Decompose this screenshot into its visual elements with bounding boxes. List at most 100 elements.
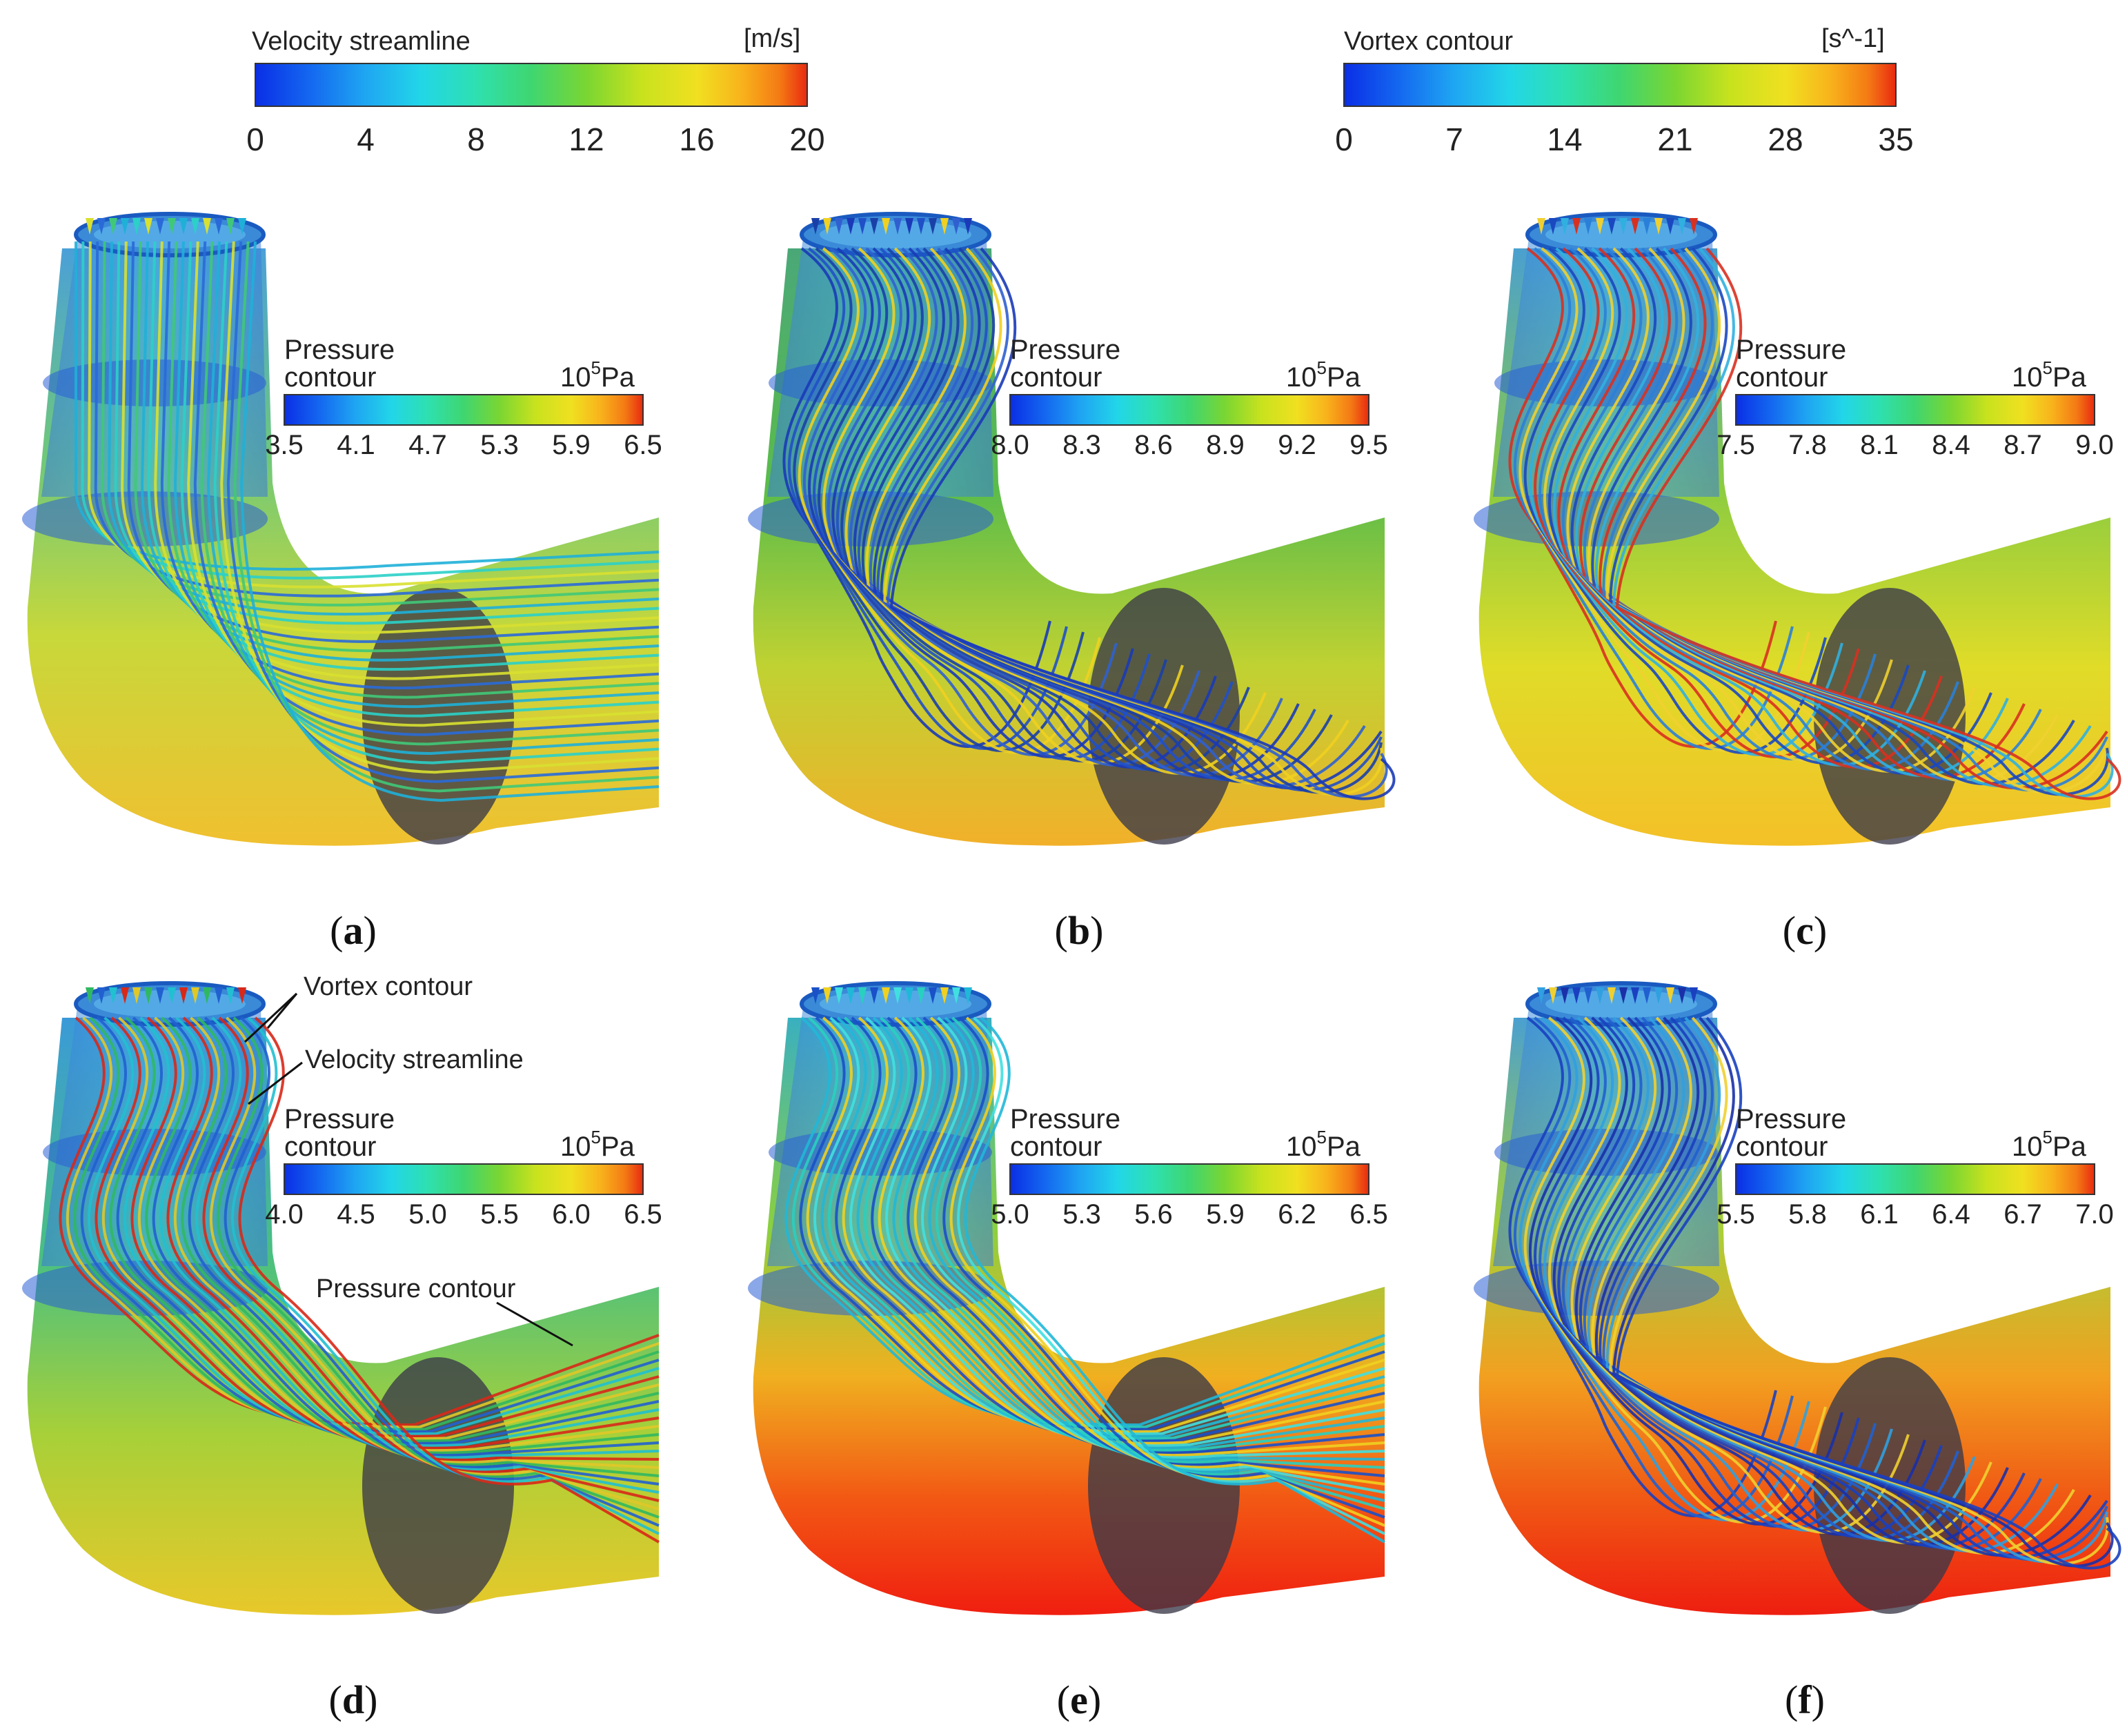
- velocity-arrow: [1596, 218, 1604, 235]
- pressure-tick-label: 9.2: [1278, 430, 1316, 460]
- velocity-arrow: [1666, 218, 1674, 235]
- pressure-tick-label: 8.4: [1932, 430, 1970, 460]
- velocity-arrow: [917, 218, 925, 235]
- velocity-arrow: [952, 987, 960, 1004]
- pressure-tick-label: 5.9: [1206, 1199, 1245, 1230]
- colorbar-tick-label: 16: [679, 121, 714, 157]
- streamline: [238, 1016, 660, 1543]
- velocity-arrow: [847, 987, 855, 1004]
- velocity-arrow: [1607, 987, 1616, 1004]
- pressure-tick-label: 4.5: [337, 1199, 375, 1230]
- vortex-legend-ticks: 0 7 14 21 28 35: [1335, 121, 1913, 157]
- streamline: [1615, 1016, 2121, 1570]
- pressure-legend-unit: 105Pa: [1286, 357, 1361, 393]
- pressure-legend-title: Pressure: [284, 335, 395, 365]
- pressure-tick-label: 6.5: [624, 430, 662, 460]
- velocity-legend-unit: [m/s]: [744, 24, 800, 53]
- velocity-arrow: [132, 218, 141, 235]
- cross-section-upper: [43, 359, 266, 406]
- pressure-tick-label: 6.0: [552, 1199, 591, 1230]
- streamline: [239, 241, 660, 802]
- colorbar-tick-label: 21: [1657, 121, 1692, 157]
- pressure-tick-label: 7.5: [1717, 430, 1755, 460]
- velocity-arrow: [86, 987, 94, 1004]
- velocity-arrow: [1584, 987, 1592, 1004]
- colorbar-tick-label: 14: [1547, 121, 1582, 157]
- vortex-legend: Vortex contour [s^-1] 0 7 14 21 28 35: [1335, 24, 1913, 157]
- velocity-arrow: [940, 987, 949, 1004]
- pressure-legend-subtitle: contour: [1010, 362, 1102, 393]
- pressure-tick-label: 7.8: [1788, 430, 1827, 460]
- velocity-arrow: [191, 218, 199, 235]
- velocity-arrow: [1537, 987, 1545, 1004]
- pressure-colorbar: [1009, 1163, 1369, 1195]
- velocity-arrow: [1666, 987, 1674, 1004]
- cross-section-upper: [769, 1129, 992, 1176]
- velocity-arrow: [835, 987, 843, 1004]
- pressure-tick-label: 5.3: [480, 430, 519, 460]
- annotation-leader-vortex-2: [244, 992, 298, 1043]
- velocity-arrow: [1631, 987, 1639, 1004]
- pressure-tick-label: 5.8: [1788, 1199, 1827, 1230]
- pressure-tick-label: 6.1: [1860, 1199, 1899, 1230]
- pressure-legend-unit: 105Pa: [560, 1127, 635, 1162]
- pressure-legend-subtitle: contour: [284, 1132, 376, 1162]
- pressure-tick-label: 8.7: [2004, 430, 2042, 460]
- streamline: [1574, 247, 2009, 777]
- velocity-arrow: [1572, 987, 1581, 1004]
- velocity-arrow: [893, 987, 902, 1004]
- velocity-arrow: [121, 987, 129, 1004]
- velocity-arrow: [238, 218, 246, 235]
- pressure-tick-label: 9.5: [1349, 430, 1388, 460]
- velocity-arrow: [1643, 218, 1651, 235]
- pressure-tick-label: 8.3: [1062, 430, 1101, 460]
- velocity-arrow: [168, 218, 176, 235]
- colorbar-tick-label: 7: [1445, 121, 1463, 157]
- streamlines: [59, 987, 660, 1543]
- colorbar-tick-label: 0: [246, 121, 264, 157]
- velocity-arrow: [964, 987, 972, 1004]
- velocity-legend: Velocity streamline [m/s] 0 4 8 12 16 20: [246, 24, 824, 157]
- streamlines: [1508, 987, 2121, 1570]
- velocity-arrow: [1607, 218, 1616, 235]
- pressure-colorbar: [1735, 394, 2095, 426]
- velocity-arrow: [905, 218, 913, 235]
- colorbar-tick-label: 35: [1878, 121, 1913, 157]
- velocity-arrow: [1584, 218, 1592, 235]
- pressure-tick-label: 5.6: [1134, 1199, 1173, 1230]
- panel-label: (e): [1057, 1677, 1101, 1722]
- velocity-arrow: [1619, 218, 1628, 235]
- velocity-arrow: [905, 987, 913, 1004]
- pressure-legend-subtitle: contour: [284, 362, 376, 393]
- panel-label: (d): [329, 1677, 378, 1722]
- velocity-arrow: [109, 218, 117, 235]
- velocity-arrow: [97, 987, 106, 1004]
- annotation-velocity-streamline: Velocity streamline: [305, 1045, 524, 1074]
- velocity-arrow: [1690, 218, 1698, 235]
- velocity-arrow: [191, 987, 199, 1004]
- pressure-tick-label: 9.0: [2075, 430, 2114, 460]
- pressure-tick-label: 5.5: [480, 1199, 519, 1230]
- panel-label: (c): [1783, 908, 1827, 953]
- colorbar-tick-label: 4: [357, 121, 375, 157]
- velocity-arrow: [1643, 987, 1651, 1004]
- cross-section-lower: [1474, 1261, 1719, 1316]
- vortex-colorbar: [1343, 63, 1897, 107]
- velocity-arrow: [109, 987, 117, 1004]
- velocity-arrow: [144, 218, 152, 235]
- pressure-legend-title: Pressure: [1736, 335, 1846, 365]
- pressure-tick-label: 6.5: [624, 1199, 662, 1230]
- streamlines: [1508, 218, 2121, 800]
- colorbar-tick-label: 0: [1335, 121, 1353, 157]
- velocity-arrow: [940, 218, 949, 235]
- velocity-arrow: [121, 218, 129, 235]
- velocity-arrow: [1549, 218, 1557, 235]
